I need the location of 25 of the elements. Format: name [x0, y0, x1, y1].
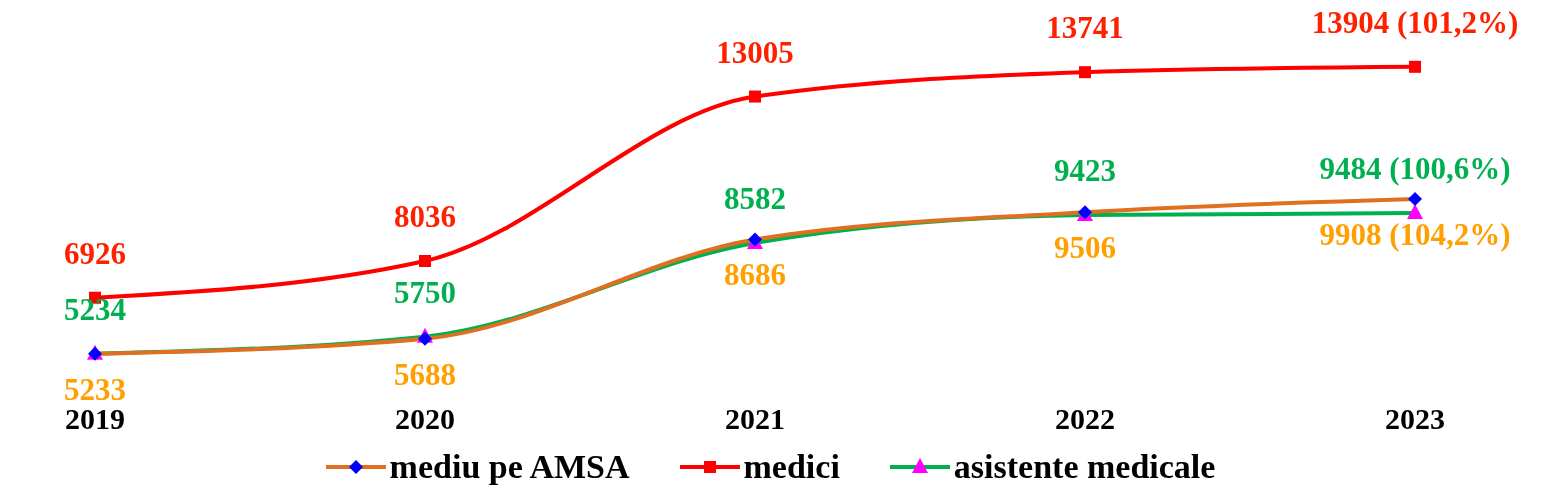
- point: [749, 90, 761, 103]
- point: [1079, 66, 1091, 79]
- legend-label: asistente medicale: [953, 448, 1216, 486]
- legend-label: mediu pe AMSA: [389, 448, 630, 486]
- data-label: 13904 (101,2%): [1311, 4, 1519, 40]
- data-label: 6926: [64, 235, 126, 271]
- point: [1409, 60, 1421, 73]
- data-label: 8686: [724, 257, 786, 293]
- data-label: 13741: [1046, 10, 1124, 46]
- legend-label: medici: [743, 448, 840, 486]
- data-label: 9423: [1054, 153, 1116, 189]
- data-label: 8582: [724, 180, 786, 216]
- data-label: 8036: [394, 198, 456, 234]
- data-label: 9908 (104,2%): [1319, 217, 1511, 253]
- x-tick-label: 2021: [725, 402, 785, 436]
- x-tick-label: 2022: [1055, 402, 1115, 436]
- point: [419, 255, 431, 267]
- data-label: 9484 (100,6%): [1319, 151, 1511, 187]
- data-label: 5750: [394, 274, 456, 310]
- data-label: 9506: [1054, 230, 1116, 266]
- data-label: 13005: [716, 34, 794, 70]
- x-tick-label: 2023: [1385, 402, 1445, 436]
- data-label: 5234: [64, 291, 126, 327]
- data-label: 5688: [394, 356, 456, 392]
- x-tick-label: 2020: [395, 402, 455, 436]
